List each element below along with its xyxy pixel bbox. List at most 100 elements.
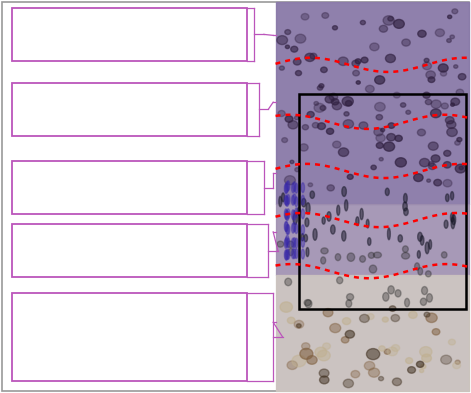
Circle shape — [406, 358, 413, 364]
Circle shape — [305, 53, 315, 61]
Circle shape — [455, 164, 466, 173]
Circle shape — [453, 362, 461, 369]
Circle shape — [439, 64, 448, 72]
Ellipse shape — [293, 194, 296, 204]
Circle shape — [345, 101, 352, 106]
Circle shape — [432, 329, 440, 335]
Ellipse shape — [293, 211, 296, 220]
Ellipse shape — [284, 222, 288, 231]
Circle shape — [451, 103, 455, 106]
Ellipse shape — [293, 238, 296, 248]
Circle shape — [420, 369, 424, 373]
Circle shape — [315, 347, 326, 357]
Circle shape — [314, 101, 318, 105]
Circle shape — [319, 84, 324, 88]
Circle shape — [417, 129, 425, 136]
Circle shape — [454, 65, 458, 68]
Ellipse shape — [286, 250, 290, 259]
Text: Zone hypertrophique: Zone hypertrophique — [19, 231, 148, 241]
Ellipse shape — [304, 299, 311, 306]
Ellipse shape — [286, 235, 289, 245]
Circle shape — [295, 34, 306, 43]
Circle shape — [387, 134, 396, 141]
Circle shape — [444, 151, 451, 156]
Ellipse shape — [420, 236, 424, 245]
Circle shape — [374, 103, 385, 111]
Circle shape — [294, 116, 299, 120]
Text: Mort programmée des
chondrocytes: Mort programmée des chondrocytes — [42, 341, 151, 364]
Circle shape — [327, 185, 334, 191]
Bar — [12, 161, 247, 214]
Ellipse shape — [285, 237, 288, 247]
Circle shape — [441, 355, 452, 364]
Circle shape — [339, 148, 349, 156]
Circle shape — [446, 117, 454, 124]
Bar — [12, 224, 247, 277]
Ellipse shape — [341, 231, 346, 241]
Circle shape — [426, 71, 435, 79]
Ellipse shape — [277, 241, 284, 247]
Circle shape — [295, 168, 300, 172]
Ellipse shape — [282, 193, 284, 202]
Ellipse shape — [366, 219, 369, 228]
Circle shape — [447, 39, 451, 42]
Circle shape — [385, 54, 396, 62]
Ellipse shape — [327, 212, 331, 221]
Ellipse shape — [288, 248, 293, 255]
Ellipse shape — [301, 249, 305, 259]
Circle shape — [387, 347, 398, 356]
Ellipse shape — [444, 220, 448, 228]
Ellipse shape — [292, 238, 295, 248]
Ellipse shape — [279, 196, 282, 207]
Text: •: • — [31, 341, 36, 351]
Circle shape — [323, 343, 331, 349]
Circle shape — [314, 103, 325, 112]
Ellipse shape — [301, 209, 305, 219]
Circle shape — [319, 376, 329, 384]
Ellipse shape — [369, 265, 377, 273]
Circle shape — [420, 347, 432, 357]
Circle shape — [290, 160, 294, 163]
Ellipse shape — [306, 203, 310, 214]
Circle shape — [338, 57, 348, 66]
Ellipse shape — [342, 187, 346, 196]
Circle shape — [455, 360, 460, 364]
Text: Lyse MEC: Lyse MEC — [42, 316, 89, 325]
Ellipse shape — [367, 238, 371, 245]
Circle shape — [391, 345, 400, 351]
Circle shape — [343, 379, 353, 387]
Ellipse shape — [284, 195, 288, 205]
Circle shape — [341, 337, 349, 343]
Ellipse shape — [404, 193, 407, 203]
Circle shape — [395, 135, 402, 141]
Circle shape — [282, 138, 288, 143]
Circle shape — [317, 86, 323, 90]
Circle shape — [457, 138, 462, 142]
Circle shape — [429, 163, 436, 169]
Circle shape — [321, 67, 327, 73]
Ellipse shape — [425, 242, 429, 254]
Circle shape — [435, 29, 445, 37]
Circle shape — [326, 128, 333, 134]
Circle shape — [424, 58, 429, 62]
Ellipse shape — [286, 182, 289, 191]
Circle shape — [447, 15, 452, 18]
Ellipse shape — [450, 213, 454, 222]
Circle shape — [342, 318, 351, 325]
Circle shape — [355, 59, 361, 64]
Circle shape — [347, 174, 353, 179]
Ellipse shape — [285, 210, 288, 220]
Circle shape — [333, 141, 341, 148]
Circle shape — [330, 323, 341, 332]
Circle shape — [447, 121, 456, 129]
Circle shape — [300, 348, 313, 359]
Circle shape — [287, 361, 297, 369]
Ellipse shape — [417, 251, 420, 258]
Circle shape — [368, 368, 380, 377]
Circle shape — [366, 349, 380, 360]
Circle shape — [344, 112, 349, 116]
Ellipse shape — [418, 232, 422, 241]
Ellipse shape — [286, 250, 289, 259]
Circle shape — [325, 95, 334, 103]
Ellipse shape — [313, 229, 317, 240]
